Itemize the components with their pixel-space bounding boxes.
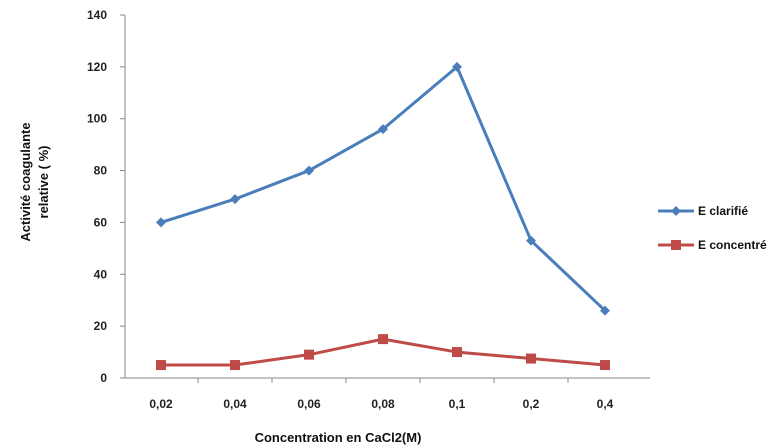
y-tick-label: 20 bbox=[94, 319, 108, 333]
legend-marker-diamond bbox=[671, 206, 681, 216]
y-axis-title: Activité coagulante relative ( %) bbox=[18, 122, 51, 241]
y-tick-label: 60 bbox=[94, 215, 108, 229]
y-ticks: 0 20 40 60 80 100 120 140 bbox=[87, 8, 125, 385]
y-tick-label: 120 bbox=[87, 60, 107, 74]
data-point-diamond bbox=[378, 124, 388, 135]
data-point-square bbox=[378, 334, 388, 345]
x-tick-label: 0,2 bbox=[523, 397, 540, 411]
y-tick-label: 80 bbox=[94, 164, 108, 178]
y-tick-label: 40 bbox=[94, 267, 108, 281]
y-tick-label: 100 bbox=[87, 112, 107, 126]
data-point-square bbox=[452, 347, 462, 358]
legend: E clarifié E concentré bbox=[658, 204, 767, 252]
y-axis-title-line-2: relative ( %) bbox=[36, 146, 51, 219]
legend-marker-square bbox=[671, 240, 681, 250]
legend-label-2: E concentré bbox=[698, 238, 767, 252]
y-axis-title-line-1: Activité coagulante bbox=[18, 122, 33, 241]
data-point-diamond bbox=[452, 61, 462, 72]
data-point-square bbox=[600, 360, 610, 371]
x-tick-label: 0,1 bbox=[449, 397, 466, 411]
data-point-diamond bbox=[526, 235, 536, 246]
data-point-diamond bbox=[304, 165, 314, 176]
data-point-diamond bbox=[156, 217, 166, 228]
data-point-square bbox=[304, 349, 314, 360]
y-tick-label: 140 bbox=[87, 8, 107, 22]
x-axis-title: Concentration en CaCl2(M) bbox=[255, 430, 422, 445]
data-point-diamond bbox=[600, 305, 610, 316]
data-point-square bbox=[526, 353, 536, 364]
data-point-square bbox=[230, 360, 240, 371]
y-tick-label: 0 bbox=[100, 371, 107, 385]
x-tick-label: 0,06 bbox=[297, 397, 321, 411]
legend-label-1: E clarifié bbox=[698, 204, 748, 218]
data-point-diamond bbox=[230, 194, 240, 205]
x-tick-label: 0,4 bbox=[597, 397, 614, 411]
x-ticks: 0,02 0,04 0,06 0,08 0,1 0,2 0,4 bbox=[149, 378, 614, 411]
series-layer bbox=[156, 61, 610, 371]
x-tick-label: 0,02 bbox=[149, 397, 173, 411]
series-line-1 bbox=[160, 65, 607, 312]
x-tick-label: 0,04 bbox=[223, 397, 247, 411]
data-point-square bbox=[156, 360, 166, 371]
x-tick-label: 0,08 bbox=[371, 397, 395, 411]
